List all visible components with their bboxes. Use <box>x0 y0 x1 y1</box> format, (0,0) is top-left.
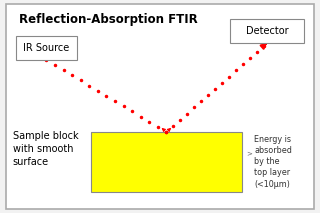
Text: >: > <box>246 150 252 156</box>
Text: IR Source: IR Source <box>23 43 69 53</box>
Text: Reflection-Absorption FTIR: Reflection-Absorption FTIR <box>19 13 198 26</box>
FancyBboxPatch shape <box>230 19 304 43</box>
FancyBboxPatch shape <box>16 36 77 60</box>
FancyBboxPatch shape <box>6 4 314 209</box>
Text: Detector: Detector <box>246 26 289 36</box>
Text: Sample block
with smooth
surface: Sample block with smooth surface <box>13 131 78 167</box>
Bar <box>91 132 242 192</box>
Text: Energy is
absorbed
by the
top layer
(<10μm): Energy is absorbed by the top layer (<10… <box>254 135 292 189</box>
